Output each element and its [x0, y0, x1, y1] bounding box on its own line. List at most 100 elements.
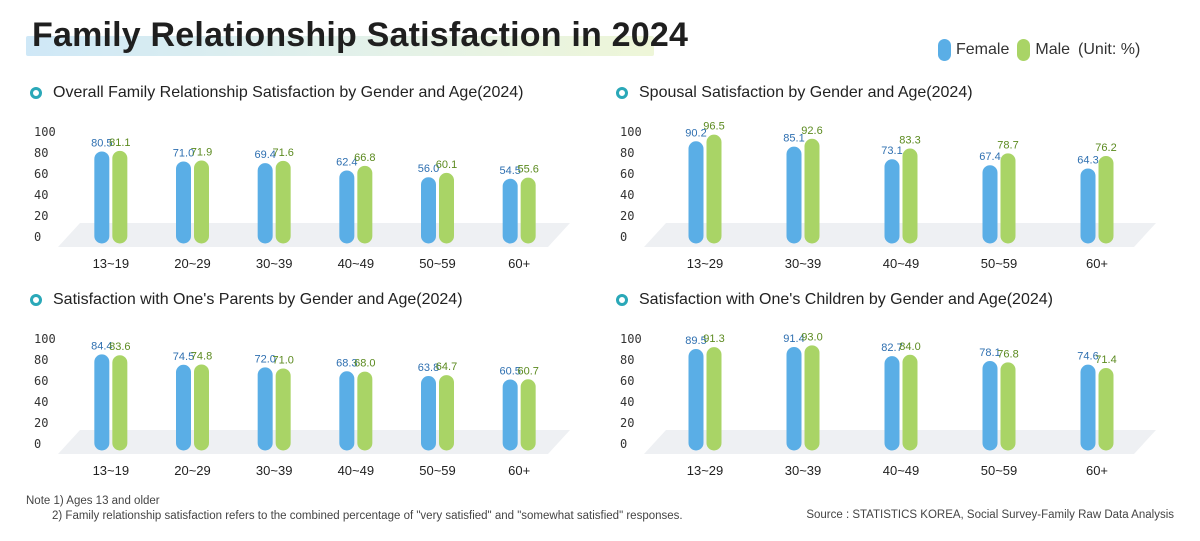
legend-female-swatch [938, 39, 951, 61]
bar-male [902, 148, 918, 244]
x-tick-label: 40~49 [338, 463, 375, 478]
bar-male [520, 177, 536, 244]
chart-panel-spousal: Spousal Satisfaction by Gender and Age(2… [616, 84, 1196, 284]
bar-female [421, 177, 436, 244]
value-label-male: 71.9 [191, 147, 212, 159]
title-highlight [26, 36, 654, 56]
value-label-female: 67.4 [979, 151, 1000, 163]
y-tick-label: 20 [34, 416, 48, 430]
x-tick-label: 30~39 [785, 463, 822, 478]
bar-male [357, 371, 373, 451]
bar-male [194, 160, 209, 244]
chart-title-spousal: Spousal Satisfaction by Gender and Age(2… [616, 84, 973, 102]
bar-male [112, 355, 128, 451]
bar-female [421, 376, 436, 451]
value-label-male: 64.7 [436, 361, 457, 373]
chart-children: 0 20 40 60 80 100 89.591.3 13~29 91.493.0 30~39 82… [620, 331, 1156, 478]
x-tick-label: 13~19 [93, 256, 130, 271]
chart-floor [58, 223, 570, 247]
chart-panel-parents: Satisfaction with One's Parents by Gende… [30, 291, 610, 491]
title-ring-icon [30, 87, 42, 99]
value-label-female: 78.1 [979, 347, 1000, 359]
x-tick-label: 60+ [1086, 256, 1108, 271]
bar-female [176, 161, 191, 244]
value-label-male: 60.7 [517, 365, 538, 377]
chart-title-overall-text: Overall Family Relationship Satisfaction… [53, 84, 524, 101]
bar-male [1098, 155, 1114, 244]
bar-female [339, 371, 355, 451]
y-tick-label: 0 [620, 230, 627, 244]
y-tick-label: 20 [620, 416, 634, 430]
chart-parents: 0 20 40 60 80 100 84.483.6 13~19 74.574.8 20~29 72… [34, 332, 570, 478]
x-tick-label: 13~19 [93, 463, 130, 478]
x-tick-label: 60+ [1086, 463, 1108, 478]
y-tick-label: 20 [34, 209, 48, 223]
title-ring-icon [616, 294, 628, 306]
bar-male [1000, 362, 1016, 451]
bar-male [439, 172, 454, 244]
value-label-female: 90.2 [685, 127, 706, 139]
y-tick-label: 40 [34, 395, 48, 409]
legend-male: Male [1017, 39, 1070, 61]
bar-female [94, 354, 110, 451]
bar-male [275, 368, 291, 451]
legend-female: Female [938, 39, 1009, 61]
x-tick-label: 13~29 [687, 256, 724, 271]
y-tick-label: 80 [34, 146, 48, 160]
value-label-female: 64.3 [1077, 154, 1098, 166]
bar-female [982, 165, 998, 244]
chart-title-parents-text: Satisfaction with One's Parents by Gende… [53, 291, 463, 308]
bar-female [339, 170, 355, 244]
value-label-female: 91.4 [783, 333, 804, 345]
x-tick-label: 60+ [508, 463, 530, 478]
bar-male [804, 138, 820, 244]
y-tick-label: 100 [620, 332, 642, 346]
value-label-male: 84.0 [899, 341, 920, 353]
value-label-male: 60.1 [436, 159, 457, 171]
bar-male [902, 354, 918, 451]
x-tick-label: 30~39 [256, 256, 293, 271]
bar-male [706, 134, 722, 244]
bar-male [357, 165, 373, 244]
chart-title-spousal-text: Spousal Satisfaction by Gender and Age(2… [639, 84, 973, 101]
x-tick-label: 30~39 [256, 463, 293, 478]
x-tick-label: 50~59 [419, 463, 456, 478]
bar-female [982, 360, 998, 451]
bar-male [1000, 153, 1016, 244]
chart-spousal: 0 20 40 60 80 100 90.296.5 13~29 85.192.6 30~39 73… [620, 121, 1156, 271]
value-label-male: 71.4 [1095, 354, 1116, 366]
chart-floor [644, 430, 1156, 454]
y-tick-label: 60 [620, 167, 634, 181]
x-tick-label: 20~29 [174, 256, 211, 271]
notes: Note 1) Ages 13 and older 2) Family rela… [26, 494, 683, 524]
value-label-male: 81.1 [109, 137, 130, 149]
note-1: Note 1) Ages 13 and older [26, 495, 160, 507]
bar-male [439, 375, 454, 451]
chart-title-children: Satisfaction with One's Children by Gend… [616, 291, 1053, 309]
y-tick-label: 0 [34, 230, 41, 244]
bar-male [804, 345, 820, 451]
legend: Female Male (Unit: %) [938, 39, 1140, 61]
y-tick-label: 80 [34, 353, 48, 367]
y-tick-label: 0 [620, 437, 627, 451]
value-label-female: 69.4 [254, 149, 275, 161]
value-label-male: 93.0 [801, 331, 822, 343]
value-label-female: 63.8 [418, 362, 439, 374]
value-label-female: 68.3 [336, 357, 357, 369]
y-tick-label: 60 [34, 167, 48, 181]
x-tick-label: 13~29 [687, 463, 724, 478]
legend-male-swatch [1017, 39, 1031, 61]
value-label-male: 71.6 [272, 147, 293, 159]
chart-floor [58, 430, 570, 454]
x-tick-label: 40~49 [883, 256, 920, 271]
value-label-female: 73.1 [881, 145, 902, 157]
bar-female [176, 364, 191, 451]
bar-female [257, 163, 273, 244]
value-label-male: 76.2 [1095, 142, 1116, 154]
page-title: Family Relationship Satisfaction in 2024 [32, 16, 689, 54]
bar-female [786, 347, 802, 451]
legend-male-label: Male [1035, 41, 1071, 58]
bar-female [1080, 168, 1096, 244]
value-label-female: 54.5 [499, 165, 520, 177]
chart-panel-overall: Overall Family Relationship Satisfaction… [30, 84, 610, 284]
